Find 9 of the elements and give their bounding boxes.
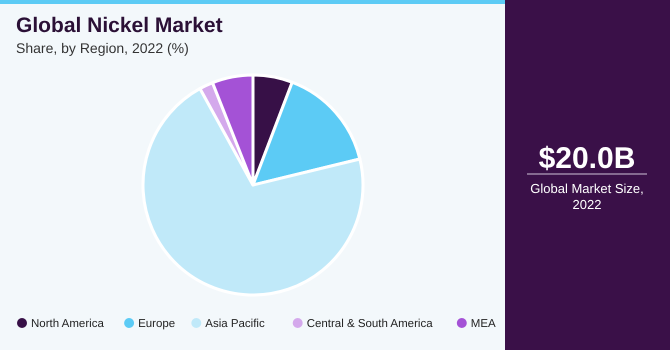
legend-label: Central & South America xyxy=(306,318,434,330)
text: Global Market Size, 2022 xyxy=(530,181,644,212)
legend-label: Asia Pacific xyxy=(205,318,265,330)
legend-label: Europe xyxy=(138,318,176,330)
legend-label: North America xyxy=(31,318,104,330)
legend-label: MEA xyxy=(470,318,496,330)
text: $20.0B xyxy=(538,142,636,175)
chart-title: Global Nickel Market xyxy=(16,14,223,37)
chart-subtitle: Share, by Region, 2022 (%) xyxy=(16,40,189,56)
